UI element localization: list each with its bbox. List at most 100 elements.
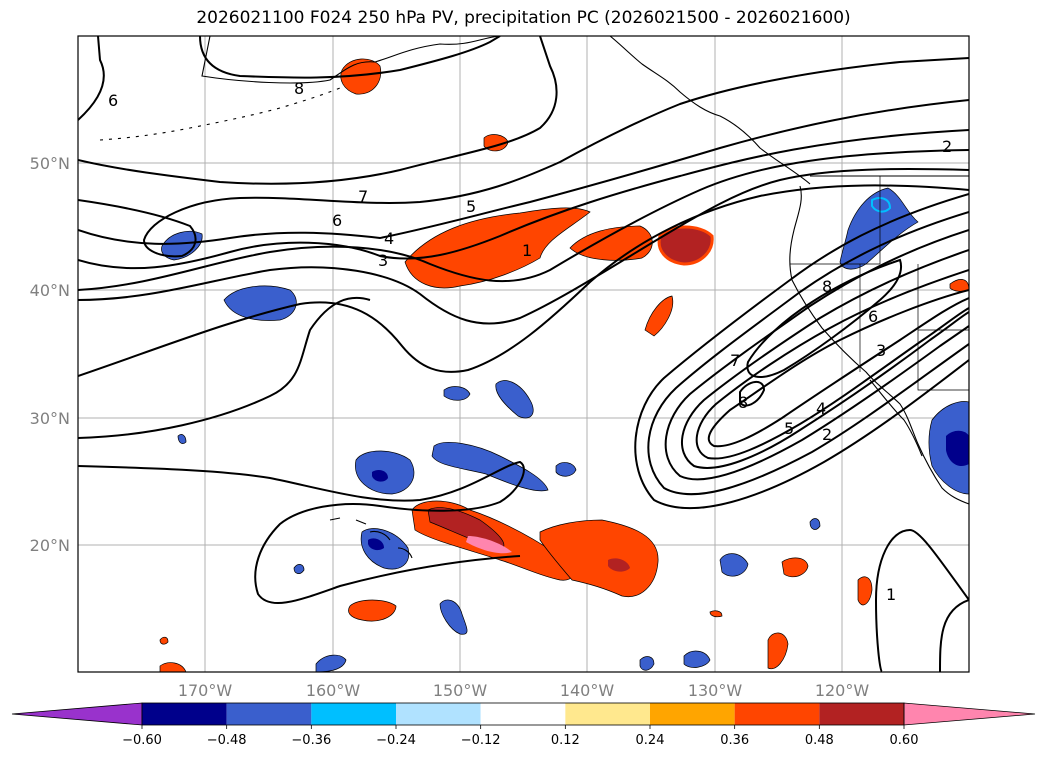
precip-neg-right-small — [555, 462, 577, 477]
precip-neg-small-e — [683, 650, 711, 668]
pv-contour-1 — [78, 168, 969, 325]
precip-neg-small-h — [809, 518, 821, 530]
pv-label-6-west: 6 — [108, 91, 118, 110]
precip-se-blob — [539, 519, 659, 598]
lon-label: 130°W — [688, 681, 743, 700]
precip-neg-hi1-core — [372, 470, 388, 482]
precip-hawaii-peak — [466, 536, 512, 554]
lat-label: 40°N — [30, 281, 70, 300]
precip-neg-small-a — [443, 386, 471, 401]
precip-small-7 — [709, 610, 723, 618]
pv-trough-inner-8 — [739, 381, 766, 407]
precip-band-central — [404, 207, 591, 289]
colorbar-tick-label: −0.36 — [291, 733, 331, 748]
colorbar-tick-label: −0.24 — [376, 733, 416, 748]
pv-label-8-california: 8 — [822, 277, 832, 296]
colorbar-segment — [650, 703, 735, 725]
precip-small-6 — [159, 662, 187, 672]
baja-peninsula — [869, 379, 923, 457]
colorbar-tick-label: 0.48 — [805, 733, 834, 748]
pv-label-3: 3 — [378, 251, 388, 270]
precip-patch-ne — [569, 225, 653, 261]
precip-neg-small-f — [639, 656, 655, 671]
pv-trough-6 — [634, 193, 969, 510]
pv-contour-8 — [78, 184, 969, 377]
precip-patch-dark — [657, 225, 714, 266]
lat-label: 30°N — [30, 409, 70, 428]
colorbar-tick-label: 0.12 — [551, 733, 580, 748]
pv-contours — [78, 36, 969, 672]
colorbar-segment — [819, 703, 904, 725]
pv-contour-3 — [78, 129, 969, 270]
plot-area — [78, 36, 969, 672]
pv-label-6: 6 — [332, 211, 342, 230]
pv-label-3-california: 3 — [876, 341, 886, 360]
precip-se-core — [608, 558, 630, 572]
colorbar-extend-low — [11, 702, 143, 726]
colorbar-tick-label: 0.60 — [890, 733, 919, 748]
colorbar-tick-label: −0.60 — [122, 733, 162, 748]
plot-border — [77, 35, 970, 673]
pv-contour-4 — [78, 99, 969, 245]
lon-label: 170°W — [178, 681, 233, 700]
pv-label-8-alaska: 8 — [294, 79, 304, 98]
precip-small-4 — [767, 632, 789, 670]
colorbar-segment — [734, 703, 820, 725]
lon-label: 160°W — [306, 681, 361, 700]
colorbar-frame — [141, 702, 905, 726]
hawaii-islands — [329, 517, 413, 559]
precip-neg-small-g — [719, 553, 749, 577]
pv-label-8-trough: 8 — [738, 393, 748, 412]
precip-neg-mexico-core — [946, 430, 969, 467]
pv-label-2-trough: 2 — [822, 425, 832, 444]
colorbar-tick-label: −0.12 — [461, 733, 501, 748]
colorbar-segment — [226, 703, 312, 725]
lon-label: 120°W — [815, 681, 870, 700]
pv-trough-4 — [664, 229, 969, 481]
colorbar-tick-label: 0.24 — [636, 733, 665, 748]
precip-neg-oregon-core — [871, 197, 892, 213]
alaska-coast — [78, 36, 811, 185]
pv-trough-1 — [707, 289, 969, 448]
state-borders — [790, 176, 969, 391]
pv-trough-3 — [680, 249, 969, 469]
pv-label-1-south: 1 — [886, 585, 896, 604]
pv-label-5-trough: 5 — [784, 419, 794, 438]
pv-label-5: 5 — [466, 197, 476, 216]
precip-small-1 — [348, 599, 397, 622]
pv-contour-south — [78, 296, 525, 604]
precip-small-3 — [857, 576, 873, 606]
lat-label: 20°N — [30, 536, 70, 555]
pv-contour-2 — [78, 149, 969, 291]
pv-contour-labels: 8 6 7 6 5 4 3 1 2 8 6 3 7 8 4 5 2 1 — [108, 79, 952, 604]
colorbar-segment — [480, 703, 566, 725]
precip-neg-mid — [431, 442, 549, 492]
pv-label-7-trough: 7 — [730, 351, 740, 370]
lat-label: 50°N — [30, 154, 70, 173]
pv-contour-7 — [78, 36, 501, 121]
precip-neg-40n — [223, 285, 297, 321]
pv-label-6-california: 6 — [868, 307, 878, 326]
pv-trough-inner-7 — [746, 258, 902, 378]
colorbar-segment — [565, 703, 650, 725]
pv-label-7: 7 — [358, 187, 368, 206]
pv-label-2-canada: 2 — [942, 137, 952, 156]
precip-positive — [159, 58, 969, 672]
precip-neg-small-j — [177, 434, 187, 444]
pv-label-4: 4 — [384, 229, 394, 248]
aleutian-chain — [99, 87, 341, 141]
pv-contour-lower — [874, 528, 969, 672]
longitude-labels: 170°W 160°W 150°W 140°W 130°W 120°W — [178, 681, 870, 700]
pv-label-1: 1 — [522, 241, 532, 260]
colorbar-segment — [311, 703, 396, 725]
precip-small-2 — [781, 557, 809, 578]
pv-trough-5 — [647, 211, 969, 496]
precip-small-8 — [159, 636, 169, 645]
map-title: 2026021100 F024 250 hPa PV, precipitatio… — [196, 8, 851, 28]
lon-label: 150°W — [433, 681, 488, 700]
us-west-coast — [789, 185, 969, 505]
colorbar-tick-label: 0.36 — [720, 733, 749, 748]
lon-label: 140°W — [560, 681, 615, 700]
precip-alaska — [340, 58, 382, 95]
